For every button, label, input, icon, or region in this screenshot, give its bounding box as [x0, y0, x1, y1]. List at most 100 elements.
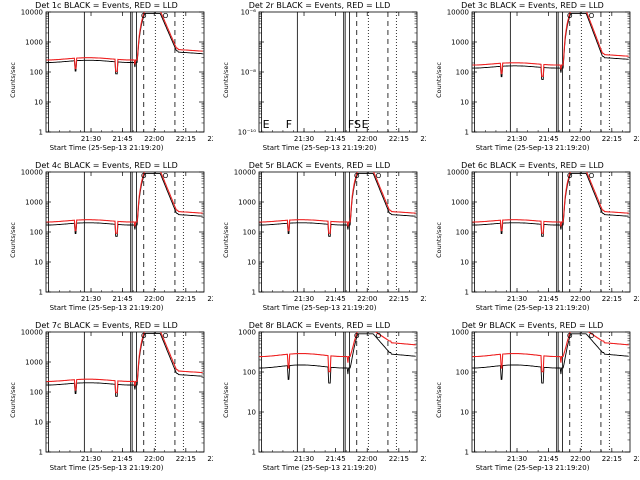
y-tick-label: 1: [39, 449, 43, 457]
flag-marker: O: [354, 172, 360, 180]
events-series-line: [46, 332, 203, 397]
y-tick-label: 1000: [238, 329, 256, 337]
x-tick-label: 22:30: [207, 135, 213, 143]
lld-series-line: [46, 172, 203, 234]
y-axis-label: Counts/sec: [222, 382, 230, 418]
event-letter-label: FS: [348, 118, 361, 131]
x-tick-label: 22:15: [602, 455, 622, 463]
detector-panel: 1 10 100 1000 10000 21:30 21:45 22:00 22:15 22:30…: [426, 0, 639, 160]
y-axis-label: Counts/sec: [9, 222, 17, 258]
plot-frame: [45, 171, 205, 293]
lld-series-line: [259, 332, 416, 373]
x-axis-label: Start Time (25-Sep-13 21:19:20): [49, 144, 164, 152]
y-axis-label: Counts/sec: [435, 62, 443, 98]
y-tick-label: 1: [465, 129, 469, 137]
flag-marker: O: [163, 172, 169, 180]
lld-series-line: [472, 332, 629, 373]
y-tick-label: 10000: [21, 329, 43, 337]
x-axis-label: Start Time (25-Sep-13 21:19:20): [49, 304, 164, 312]
x-tick-label: 22:30: [420, 295, 426, 303]
x-tick-label: 22:00: [144, 295, 164, 303]
chart-svg: 1 10 100 1000 10000 21:30 21:45 22:00 22:15 22:30…: [447, 169, 639, 304]
x-axis-label: Start Time (25-Sep-13 21:19:20): [475, 464, 590, 472]
y-axis-label: Counts/sec: [435, 222, 443, 258]
x-tick-label: 22:15: [176, 455, 196, 463]
panel-title: Det 2r BLACK = Events, RED = LLD: [248, 1, 391, 10]
x-axis-label: Start Time (25-Sep-13 21:19:20): [475, 304, 590, 312]
chart-svg: 1 10 100 1000 10000 21:30 21:45 22:00 22:15 22:30…: [21, 9, 213, 144]
x-tick-label: 22:00: [357, 295, 377, 303]
y-tick-label: 10⁻⁸: [241, 69, 257, 77]
x-tick-label: 22:15: [602, 135, 622, 143]
x-tick-label: 22:30: [633, 455, 639, 463]
panel-title: Det 3c BLACK = Events, RED = LLD: [461, 1, 604, 10]
panel-title: Det 7c BLACK = Events, RED = LLD: [35, 321, 178, 330]
x-tick-label: 21:45: [326, 135, 346, 143]
x-axis-label: Start Time (25-Sep-13 21:19:20): [262, 144, 377, 152]
y-tick-label: 10000: [447, 169, 469, 177]
panel-title: Det 9r BLACK = Events, RED = LLD: [461, 321, 604, 330]
y-axis-label: Counts/sec: [222, 62, 230, 98]
x-tick-label: 21:30: [81, 135, 101, 143]
y-tick-label: 10: [460, 259, 469, 267]
flag-marker: O: [589, 12, 595, 20]
x-tick-label: 22:15: [389, 455, 409, 463]
chart-svg: 110100100021:3021:4522:0022:1522:3022:45…: [451, 329, 639, 464]
plot-frame: [258, 331, 418, 453]
y-tick-label: 10: [34, 259, 43, 267]
y-tick-label: 100: [243, 229, 256, 237]
x-axis-label: Start Time (25-Sep-13 21:19:20): [475, 144, 590, 152]
y-axis-label: Counts/sec: [9, 62, 17, 98]
y-axis-label: Counts/sec: [222, 222, 230, 258]
y-tick-label: 100: [30, 69, 43, 77]
y-tick-label: 10: [34, 419, 43, 427]
chart-svg: 110100100021:3021:4522:0022:1522:3022:45…: [238, 329, 426, 464]
plot-frame: [45, 11, 205, 133]
y-tick-label: 1000: [25, 199, 43, 207]
detector-panel: 110100100021:3021:4522:0022:1522:3022:45…: [426, 320, 639, 480]
events-series-line: [472, 12, 629, 81]
flag-marker: O: [354, 332, 360, 340]
plot-frame: [471, 11, 631, 133]
x-tick-label: 22:15: [389, 295, 409, 303]
x-tick-label: 21:30: [507, 295, 527, 303]
detector-panel: 1 10 100 1000 10000 21:30 21:45 22:00 22:15 22:30…: [0, 160, 213, 320]
y-tick-label: 100: [456, 69, 469, 77]
y-tick-label: 1000: [451, 329, 469, 337]
x-tick-label: 22:00: [357, 135, 377, 143]
y-tick-label: 1: [252, 449, 256, 457]
y-tick-label: 100: [30, 229, 43, 237]
x-tick-label: 22:00: [570, 135, 590, 143]
x-tick-label: 22:30: [633, 135, 639, 143]
y-tick-label: 100: [456, 229, 469, 237]
x-tick-label: 22:15: [602, 295, 622, 303]
x-tick-label: 21:30: [81, 295, 101, 303]
detector-panel: 1 10 100 1000 10000 21:30 21:45 22:00 22:15 22:30…: [0, 320, 213, 480]
events-series-line: [259, 333, 416, 384]
y-tick-label: 100: [243, 369, 256, 377]
x-tick-label: 22:15: [176, 295, 196, 303]
panel-title: Det 8r BLACK = Events, RED = LLD: [248, 321, 391, 330]
y-tick-label: 1: [39, 129, 43, 137]
x-tick-label: 21:45: [539, 455, 559, 463]
y-axis-label: Counts/sec: [9, 382, 17, 418]
plot-frame: [258, 171, 418, 293]
y-tick-label: 1000: [451, 39, 469, 47]
lld-series-line: [259, 172, 416, 234]
y-tick-label: 10⁻¹⁰: [238, 129, 256, 137]
y-tick-label: 10: [34, 99, 43, 107]
events-series-line: [472, 172, 629, 237]
x-tick-label: 21:30: [81, 455, 101, 463]
lld-series-line: [46, 332, 203, 394]
chart-svg: 1 10 100 1000 10000 21:30 21:45 22:00 22:15 22:30…: [21, 329, 213, 464]
panel-title: Det 4c BLACK = Events, RED = LLD: [35, 161, 178, 170]
flag-marker: O: [141, 12, 147, 20]
y-tick-label: 10⁻⁶: [241, 9, 257, 17]
y-tick-label: 10: [247, 259, 256, 267]
y-tick-label: 10000: [21, 9, 43, 17]
y-tick-label: 1000: [25, 39, 43, 47]
x-tick-label: 21:30: [294, 455, 314, 463]
x-tick-label: 22:30: [633, 295, 639, 303]
y-tick-label: 10000: [447, 9, 469, 17]
y-tick-label: 1: [465, 289, 469, 297]
